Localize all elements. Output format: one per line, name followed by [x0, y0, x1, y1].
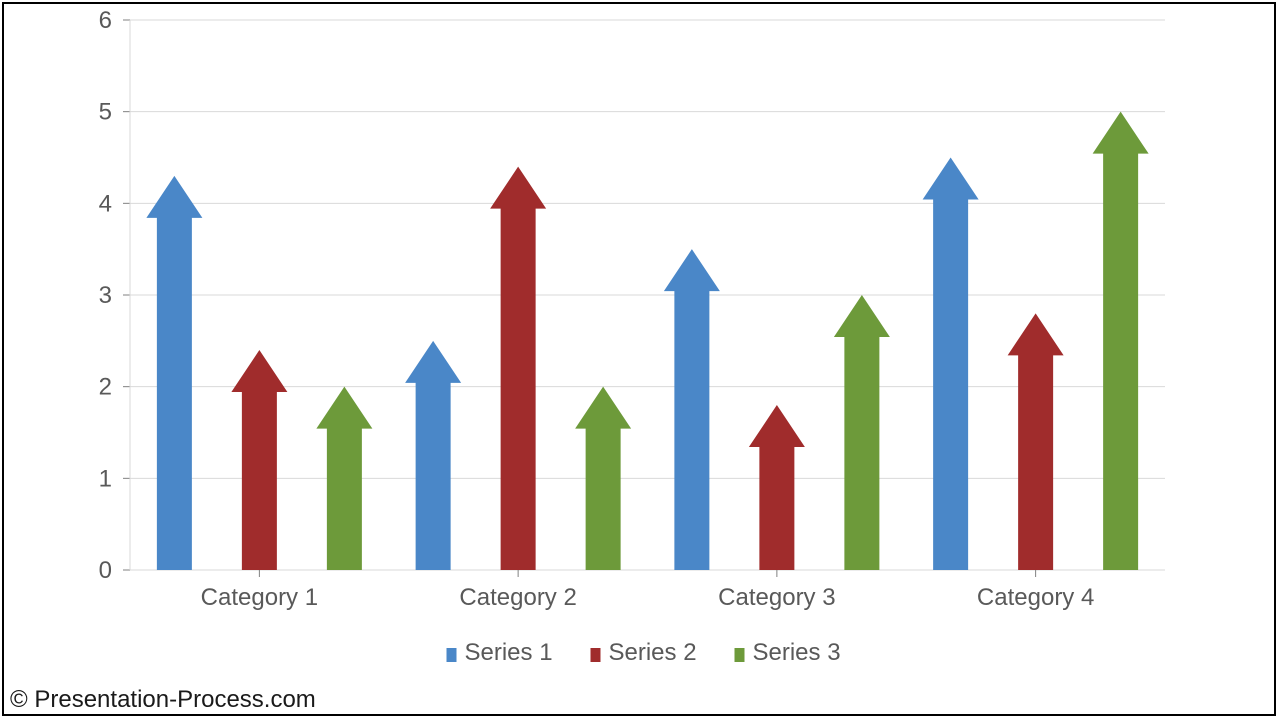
y-tick-label: 6: [99, 7, 112, 34]
y-tick-label: 5: [99, 99, 112, 126]
arrow-bar: [490, 167, 546, 570]
arrow-bar: [664, 249, 720, 570]
arrow-bar: [405, 341, 461, 570]
x-tick-label: Category 2: [459, 584, 576, 611]
y-tick-label: 1: [99, 465, 112, 492]
arrow-bar: [1008, 313, 1064, 570]
arrow-bar: [146, 176, 202, 570]
legend-label: Series 1: [465, 639, 553, 666]
legend-label: Series 3: [753, 639, 841, 666]
arrow-bar: [749, 405, 805, 570]
legend-swatch: [447, 648, 457, 662]
x-tick-label: Category 4: [977, 584, 1094, 611]
x-tick-label: Category 1: [201, 584, 318, 611]
y-tick-label: 4: [99, 190, 112, 217]
arrow-bar: [231, 350, 287, 570]
arrow-bar: [834, 295, 890, 570]
legend-swatch: [735, 648, 745, 662]
arrow-bar: [1093, 112, 1149, 570]
credit-text: © Presentation-Process.com: [10, 686, 316, 714]
arrow-bar: [923, 158, 979, 571]
arrow-bar-chart: 0 1 2 3 4 5 6 Category 1 Category 2 Category 3 Ca…: [0, 0, 1280, 720]
x-tick-label: Category 3: [718, 584, 835, 611]
legend-label: Series 2: [609, 639, 697, 666]
legend-swatch: [591, 648, 601, 662]
y-tick-label: 2: [99, 374, 112, 401]
y-tick-label: 3: [99, 282, 112, 309]
y-tick-label: 0: [99, 557, 112, 584]
